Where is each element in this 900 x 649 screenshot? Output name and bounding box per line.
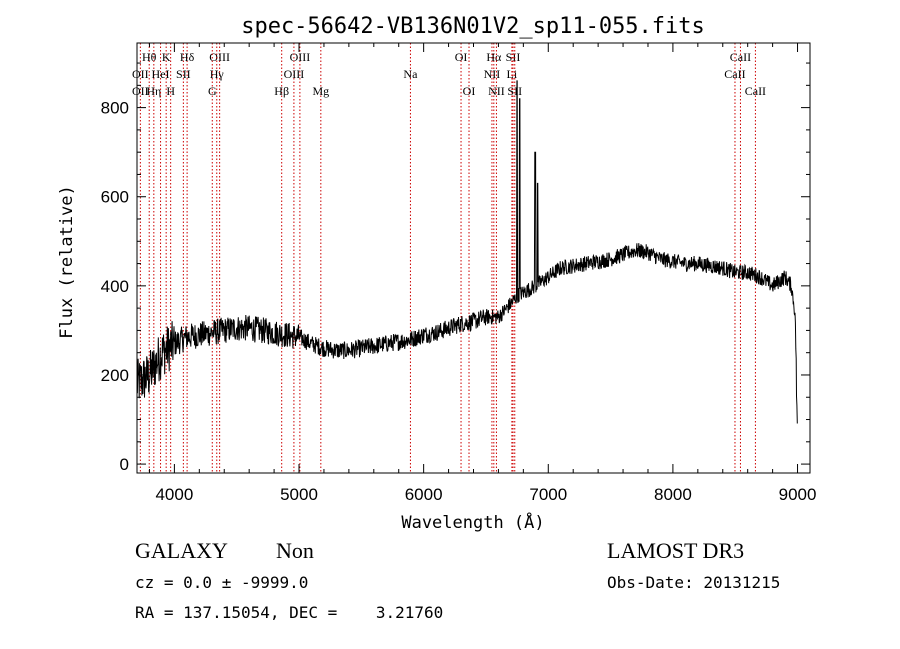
flux-line [136,80,798,424]
line-marker-label: SII [176,67,191,81]
line-marker-label: NII [488,84,505,98]
x-tick-label: 7000 [529,485,567,504]
line-marker-label: CaII [730,50,751,64]
object-class: GALAXY [135,538,228,563]
line-marker-label: K [162,50,171,64]
line-marker-label: OIII [284,67,305,81]
survey-name: LAMOST DR3 [607,538,745,563]
ra-dec: RA = 137.15054, DEC = 3.21760 [135,603,444,622]
line-marker-label: Hθ [142,50,157,64]
object-subclass: Non [276,538,314,563]
x-tick-label: 6000 [405,485,443,504]
line-marker-label: Hδ [180,50,195,64]
line-marker-label: Na [403,67,418,81]
x-axis: 4000 5000 6000 7000 8000 9000 [148,43,817,504]
line-marker-label: HeI [152,67,170,81]
line-marker-label: CaII [745,84,766,98]
plot-frame [136,42,811,474]
x-tick-label: 5000 [280,485,318,504]
x-axis-label: Wavelength (Å) [401,511,544,533]
line-marker-label: CaII [724,67,745,81]
y-tick-label: 0 [120,455,129,474]
line-marker-label: Li [507,67,518,81]
line-marker-label: Hη [146,84,161,98]
y-tick-label: 600 [101,188,129,207]
x-tick-label: 9000 [779,485,817,504]
y-tick-label: 800 [101,99,129,118]
y-tick-label: 400 [101,277,129,296]
spectrum-series [136,80,798,424]
line-marker-label: Hα [486,50,502,64]
line-marker-label: SII [506,50,521,64]
x-tick-label: 8000 [654,485,692,504]
line-marker-label: OI [455,50,468,64]
line-marker-label: Hγ [210,67,225,81]
y-tick-label: 200 [101,366,129,385]
line-marker-label: OII [132,67,149,81]
line-marker-label: OII [132,84,149,98]
line-marker-label: OI [463,84,476,98]
y-axis-label: Flux (relative) [57,185,77,339]
line-marker-label: OIII [290,50,311,64]
y-axis: 0 200 400 600 800 [101,62,810,474]
x-tick-label: 4000 [155,485,193,504]
redshift-cz: cz = 0.0 ± -9999.0 [135,573,309,592]
line-marker-label: Mg [312,84,329,98]
chart-title: spec-56642-VB136N01V2_sp11-055.fits [241,14,705,39]
line-marker-label: SII [507,84,522,98]
line-marker-label: Hβ [274,84,289,98]
line-marker-label: NII [484,67,501,81]
line-marker-label: G [208,84,217,98]
line-marker-label: OIII [209,50,230,64]
line-marker-label: H [166,84,175,98]
obs-date: Obs-Date: 20131215 [607,573,781,592]
